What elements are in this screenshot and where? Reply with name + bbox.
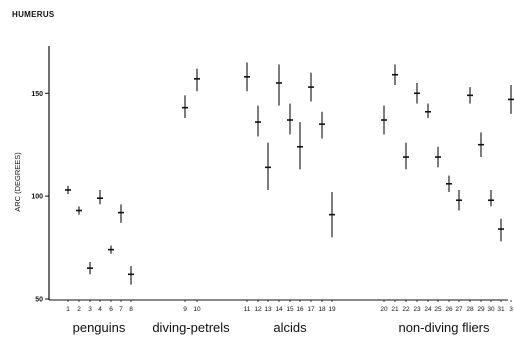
x-tick-label: 14: [275, 306, 283, 313]
x-tick-label: 29: [477, 306, 485, 313]
chart-title: HUMERUS: [12, 10, 55, 19]
y-tick-label: 50: [35, 297, 43, 304]
x-tick-label: 7: [119, 306, 123, 313]
x-tick-label: 27: [455, 306, 463, 313]
group-label: diving-petrels: [152, 320, 230, 335]
y-axis-label: ARC (DEGREES): [13, 152, 22, 212]
x-tick-label: 3: [88, 306, 92, 313]
x-tick-label: 20: [380, 306, 388, 313]
x-tick-label: 13: [264, 306, 272, 313]
y-tick-label: 150: [31, 91, 43, 98]
group-label: penguins: [73, 320, 126, 335]
x-tick-label: 17: [307, 306, 315, 313]
x-tick-label: 24: [424, 306, 432, 313]
x-tick-label: 8: [129, 306, 133, 313]
x-tick-label: 23: [413, 306, 421, 313]
x-tick-label: 3: [509, 306, 513, 313]
x-tick-label: 11: [244, 306, 251, 313]
x-tick-label: 26: [445, 306, 453, 313]
x-tick-label: 18: [318, 306, 326, 313]
x-tick-label: 6: [109, 306, 113, 313]
x-tick-label: 31: [497, 306, 505, 313]
x-tick-label: 30: [487, 306, 495, 313]
x-tick-label: 12: [254, 306, 262, 313]
group-label: non-diving fliers: [398, 320, 490, 335]
group-label: alcids: [273, 320, 307, 335]
x-tick-label: 9: [183, 306, 187, 313]
x-tick-label: 2: [77, 306, 81, 313]
x-tick-label: 21: [391, 306, 399, 313]
x-tick-label: 1: [66, 306, 70, 313]
x-tick-label: 19: [328, 306, 336, 313]
x-tick-label: 22: [402, 306, 410, 313]
x-tick-label: 10: [193, 306, 201, 313]
x-tick-label: 4: [98, 306, 102, 313]
x-tick-label: 25: [434, 306, 442, 313]
x-tick-label: 15: [286, 306, 294, 313]
x-tick-label: 28: [466, 306, 474, 313]
y-tick-label: 100: [31, 194, 43, 201]
x-tick-label: 16: [296, 306, 304, 313]
